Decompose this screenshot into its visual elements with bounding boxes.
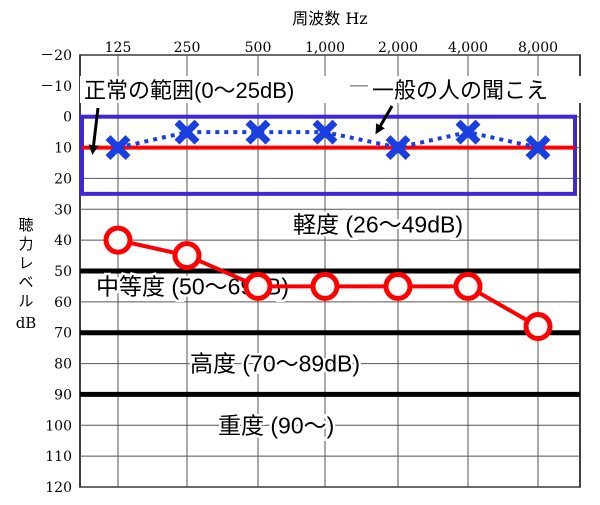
data-series — [103, 119, 553, 342]
data-point-circle — [310, 271, 340, 301]
y-tick-label: 100 — [45, 418, 72, 434]
y-tick-label: 120 — [45, 480, 72, 496]
annotation-typical-hearing: 一般の人の聞こえ — [368, 76, 593, 135]
y-tick-label: 80 — [54, 357, 72, 373]
y-axis-labels: －20 －10 0 10 20 30 40 50 60 70 80 90 100 110 120 — [40, 48, 72, 496]
data-point-x — [385, 135, 411, 161]
normal-range — [80, 114, 577, 196]
annotation-normal-label: 正常の範囲(0〜25dB) — [84, 78, 294, 103]
x-tick-label: 250 — [174, 40, 201, 56]
y-tick-label: －10 — [40, 79, 72, 95]
x-tick-label: 8,000 — [518, 40, 558, 56]
chart-title: 周波数 Hz — [292, 9, 367, 28]
data-point-x — [174, 119, 200, 145]
x-axis-labels: 125 250 500 1,000 2,000 4,000 8,000 — [105, 40, 558, 56]
data-point-x — [105, 135, 131, 161]
annotation-background — [80, 76, 350, 103]
data-point-circle — [243, 271, 273, 301]
data-point-x — [525, 135, 551, 161]
band-label: 重度 (90〜) — [218, 412, 334, 438]
data-point-circle — [453, 271, 483, 301]
x-tick-label: 1,000 — [305, 40, 345, 56]
y-tick-label: 30 — [54, 202, 72, 218]
annotation-arrow — [88, 107, 100, 155]
y-tick-label: 110 — [45, 449, 72, 465]
x-tick-label: 2,000 — [378, 40, 418, 56]
y-axis-title-line: dB — [16, 314, 37, 332]
y-tick-label: 20 — [54, 171, 72, 187]
y-tick-label: 50 — [54, 264, 72, 280]
annotation-typical-label: 一般の人の聞こえ — [372, 78, 548, 103]
y-axis-title-line: ル — [18, 292, 33, 310]
y-tick-label: 40 — [54, 233, 72, 249]
data-point-x — [455, 119, 481, 145]
y-axis-title-line: レ — [18, 254, 33, 272]
y-tick-label: －20 — [40, 48, 72, 64]
y-tick-label: 10 — [54, 141, 72, 157]
data-point-circle — [103, 225, 133, 255]
annotation-normal-range: 正常の範囲(0〜25dB) — [80, 76, 350, 155]
data-point-x — [245, 119, 271, 145]
y-tick-label: 90 — [54, 387, 72, 403]
data-point-circle — [172, 241, 202, 271]
y-axis-title-line: 力 — [18, 235, 33, 253]
band-label: 高度 (70〜89dB) — [190, 351, 360, 377]
x-tick-label: 125 — [105, 40, 132, 56]
y-axis-title-line: 聴 — [18, 216, 33, 234]
x-tick-label: 4,000 — [448, 40, 488, 56]
y-tick-label: 70 — [54, 326, 72, 342]
x-tick-label: 500 — [245, 40, 272, 56]
data-point-circle — [383, 271, 413, 301]
annotation-background — [368, 76, 593, 103]
annotation-arrow — [375, 105, 394, 135]
severity-bands: 軽度 (26〜49dB)中等度 (50〜69dB)高度 (70〜89dB)重度 … — [80, 209, 580, 441]
y-tick-label: 60 — [54, 295, 72, 311]
data-point-x — [312, 119, 338, 145]
y-axis-title-line: ベ — [18, 273, 33, 291]
y-tick-label: 0 — [63, 110, 72, 126]
band-label: 軽度 (26〜49dB) — [293, 212, 463, 238]
data-point-circle — [523, 312, 553, 342]
y-axis-title: 聴 力 レ ベ ル dB — [16, 216, 37, 332]
normal-range-box — [80, 114, 577, 196]
